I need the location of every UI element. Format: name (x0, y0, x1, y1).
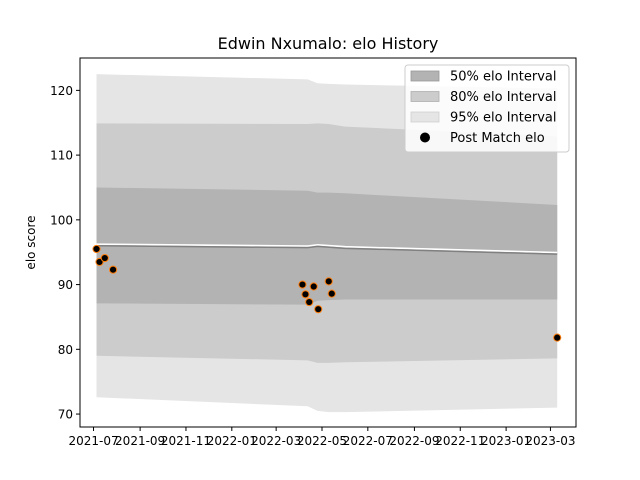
legend-label: Post Match elo (450, 131, 545, 146)
mean-highlight-line (96, 243, 558, 254)
post-match-elo-point (301, 290, 310, 299)
legend-box (404, 64, 570, 153)
post-match-elo-point (298, 280, 307, 289)
y-tick-label: 70 (58, 408, 73, 422)
mean-elo-line (96, 244, 558, 255)
post-match-elo-point (314, 305, 323, 314)
y-axis-label: elo score (24, 215, 38, 269)
plot-area (92, 74, 562, 413)
x-tick-label: 2022-01 (207, 434, 257, 448)
x-tick-label: 2022-03 (251, 434, 301, 448)
chart-title: Edwin Nxumalo: elo History (218, 34, 439, 53)
post-match-elo-point (100, 253, 109, 263)
post-match-elo-point (92, 244, 101, 254)
y-tick-label: 100 (50, 213, 73, 227)
x-tick-label: 2021-11 (161, 434, 211, 448)
legend-marker (420, 132, 430, 143)
post-match-elo-point (327, 289, 336, 298)
x-tick-label: 2022-07 (343, 434, 393, 448)
y-tick-label: 120 (50, 84, 73, 98)
x-tick-label: 2022-09 (389, 434, 439, 448)
legend: 50% elo Interval 80% elo Interval 95% elo … (404, 64, 570, 153)
post-match-elo-point (108, 265, 118, 274)
post-match-elo-point (309, 282, 318, 291)
x-tick-label: 2022-05 (297, 434, 347, 448)
x-tick-label: 2023-03 (525, 434, 575, 448)
y-tick-label: 90 (58, 278, 73, 292)
legend-swatch (410, 111, 440, 123)
y-tick-label: 80 (58, 343, 73, 357)
y-tick-label: 110 (50, 149, 73, 163)
axes: 2021-072021-092021-112022-012022-032022-… (50, 84, 575, 448)
x-tick-label: 2022-11 (435, 434, 485, 448)
legend-swatch (410, 70, 440, 82)
post-match-elo-point (305, 297, 314, 307)
x-tick-label: 2023-01 (481, 434, 531, 448)
legend-swatch (410, 91, 440, 102)
x-tick-label: 2021-09 (115, 434, 165, 448)
post-match-elo-point (553, 333, 562, 342)
post-match-elo-point (324, 277, 333, 286)
x-tick-label: 2021-07 (68, 434, 118, 448)
legend-label: 50% elo Interval (450, 70, 557, 85)
legend-label: 80% elo Interval (450, 90, 557, 105)
legend-label: 95% elo Interval (450, 111, 557, 126)
axes-frame (79, 57, 577, 428)
